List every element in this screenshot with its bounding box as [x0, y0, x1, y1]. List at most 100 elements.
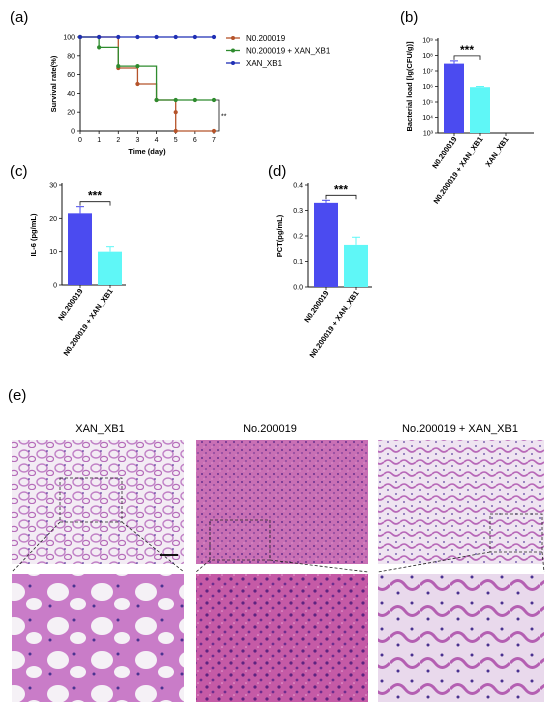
zoom-line: [377, 551, 491, 573]
legend-label: XAN_XB1: [246, 59, 283, 68]
histology-title-2: No.200019: [243, 423, 297, 435]
survival-point: [173, 97, 178, 103]
survival-point: [192, 97, 197, 103]
y-tick-label: 80: [67, 53, 75, 60]
survival-point: [154, 34, 159, 40]
y-axis-label: PCT(pg/mL): [275, 214, 284, 257]
bar: [98, 251, 122, 285]
bar: [470, 87, 490, 133]
histology-zoom-image-3: [378, 574, 544, 702]
pct-chart: 0.00.10.20.30.4PCT(pg/mL)N0.200019N0.200…: [275, 182, 372, 360]
y-tick-label: 0.3: [293, 208, 303, 215]
survival-point: [116, 64, 121, 69]
histology-zoom-image-1: [12, 574, 184, 702]
inset-box-3: [489, 513, 543, 553]
significance-bracket: [216, 99, 220, 132]
y-tick-label: 10⁹: [422, 38, 433, 45]
y-tick-label: 0.2: [293, 234, 303, 241]
survival-chart: 0 20 40 60 80 100 0 1 2 3 4 5 6 7 Time (day) Survival r…: [49, 34, 331, 156]
significance-label: ***: [88, 189, 102, 203]
survival-point: [97, 45, 102, 50]
y-tick-label: 20: [67, 110, 75, 117]
x-tick-label: 4: [155, 137, 159, 144]
panel-label-a: (a): [10, 9, 28, 26]
x-tick-label: 3: [135, 137, 139, 144]
y-tick-label: 0: [71, 129, 75, 136]
survival-point: [135, 64, 140, 69]
survival-point: [173, 34, 178, 40]
inset-box-1: [59, 477, 123, 523]
x-tick-label: N0.200019 + XAN_XB1: [431, 135, 484, 206]
histology-title-1: XAN_XB1: [75, 423, 125, 435]
x-tick-label: 1: [97, 137, 101, 144]
significance-bracket: [453, 55, 481, 60]
y-tick-label: 30: [49, 183, 57, 190]
x-tick-label: N0.200019: [56, 287, 84, 322]
panel-label-b: (b): [400, 9, 418, 26]
y-tick-label: 20: [49, 216, 57, 223]
survival-point: [77, 34, 83, 40]
histology-panel: XAN_XB1 No.200019 No.200019 + XAN_XB1: [11, 423, 545, 702]
y-tick-label: 60: [67, 72, 75, 79]
panel-label-e: (e): [8, 387, 26, 404]
significance-label: **: [221, 113, 227, 120]
panel-label-d: (d): [268, 163, 286, 180]
x-tick-label: N0.200019: [302, 289, 330, 324]
x-tick-label: 2: [116, 137, 120, 144]
survival-point: [154, 97, 159, 103]
panel-label-c: (c): [10, 163, 28, 180]
survival-point: [135, 81, 140, 87]
zoom-line: [269, 559, 369, 573]
y-axis-label: Bacterial load [lg(CFU/g)]: [405, 41, 414, 132]
y-tick-label: 0.1: [293, 259, 303, 266]
x-tick-label: 7: [212, 137, 216, 144]
y-tick-label: 10⁸: [422, 53, 433, 60]
legend-swatch-marker: [231, 48, 235, 53]
y-tick-label: 0: [53, 283, 57, 290]
histology-top-image-2: [196, 440, 368, 564]
y-tick-label: 100: [63, 35, 75, 42]
survival-point: [173, 110, 178, 115]
y-tick-label: 40: [67, 91, 75, 98]
y-tick-label: 10⁴: [422, 115, 433, 122]
zoom-line: [11, 521, 61, 573]
significance-label: ***: [334, 182, 348, 196]
legend-swatch-marker: [231, 36, 235, 40]
bar: [314, 202, 338, 287]
y-tick-label: 0.0: [293, 285, 303, 292]
x-tick-label: 0: [78, 137, 82, 144]
bar: [344, 244, 368, 287]
y-tick-label: 10: [49, 249, 57, 256]
x-axis-label: Time (day): [128, 147, 166, 156]
survival-point: [116, 34, 121, 40]
histology-top-image-1: [12, 440, 184, 564]
significance-bracket: [79, 201, 111, 206]
legend-swatch-marker: [231, 61, 235, 65]
y-tick-label: 10⁷: [423, 69, 434, 76]
histology-zoom-image-2: [196, 574, 368, 702]
survival-point: [135, 34, 140, 40]
y-tick-label: 10⁶: [422, 84, 433, 91]
bar: [68, 213, 92, 285]
significance-label: ***: [460, 43, 474, 57]
zoom-line: [195, 559, 211, 573]
zoom-line: [121, 521, 185, 573]
legend-label: N0.200019: [246, 34, 286, 43]
zoom-line: [541, 551, 545, 573]
x-tick-label: 5: [174, 137, 178, 144]
x-tick-label: N0.200019: [430, 135, 458, 170]
survival-point: [211, 97, 217, 103]
bacterial-load-chart: 10³ 10⁴ 10⁵ 10⁶ 10⁷ 10⁸ 10⁹ Bacterial load [lg(…: [405, 38, 534, 206]
histology-title-3: No.200019 + XAN_XB1: [402, 423, 518, 435]
y-axis-label: Survival rate(%): [49, 55, 58, 112]
bar: [444, 63, 464, 133]
survival-point: [211, 34, 217, 40]
y-tick-label: 10³: [423, 131, 434, 138]
histology-top-image-3: [378, 440, 544, 564]
x-tick-label: 6: [193, 137, 197, 144]
significance-bracket: [325, 194, 357, 200]
survival-point: [97, 34, 102, 40]
legend-label: N0.200019 + XAN_XB1: [246, 47, 331, 56]
